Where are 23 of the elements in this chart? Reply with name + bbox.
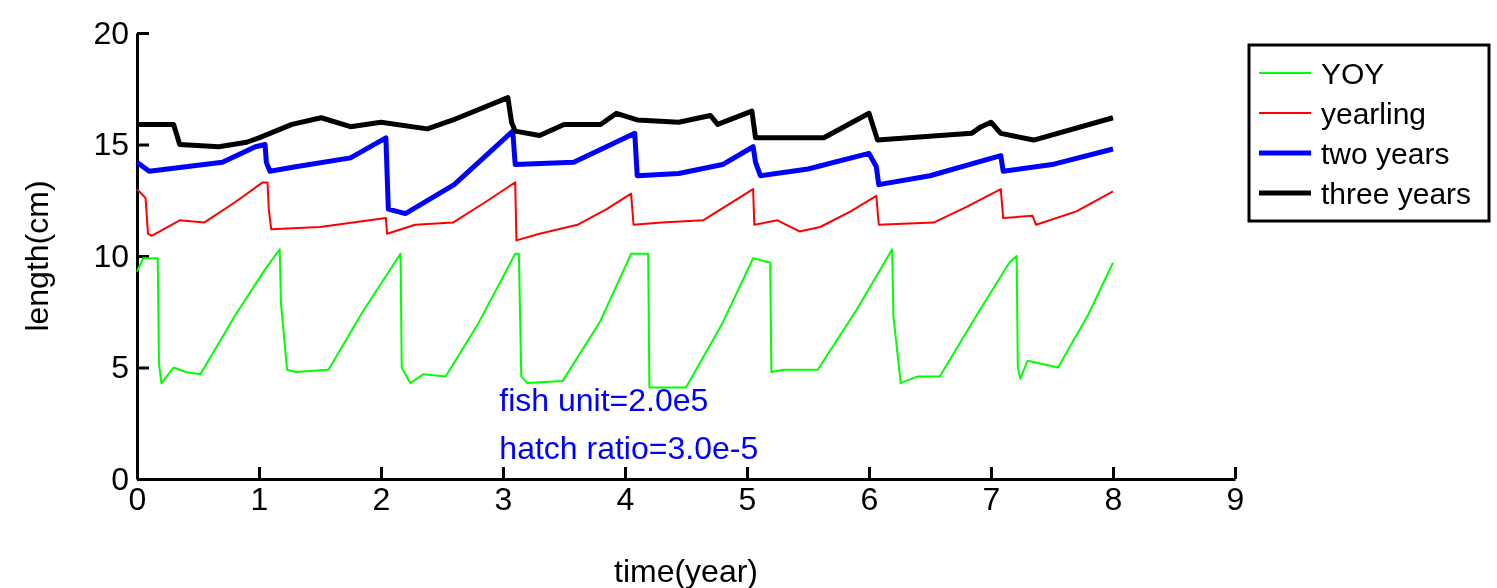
x-tick-label: 2 [372, 480, 391, 517]
y-tick-label: 10 [93, 237, 129, 274]
x-tick-label: 5 [738, 480, 757, 517]
x-tick-label: 3 [494, 480, 513, 517]
x-tick-label: 6 [860, 480, 879, 517]
annotation: fish unit=2.0e5 [499, 382, 709, 418]
x-tick-label: 4 [616, 480, 635, 517]
line-series [136, 248, 1114, 389]
x-tick-label: 7 [982, 480, 1001, 517]
x-axis-title: time(year) [613, 553, 759, 588]
legend-label: yearling [1321, 97, 1427, 130]
x-tick-label: 9 [1226, 480, 1245, 517]
legend-label: three years [1321, 177, 1472, 210]
x-tick-label: 1 [250, 480, 269, 517]
y-axis-title: length(cm) [19, 180, 55, 332]
y-tick-label: 20 [93, 14, 129, 51]
line-series [136, 181, 1114, 242]
legend-label: two years [1321, 137, 1450, 170]
annotation: hatch ratio=3.0e-5 [499, 430, 759, 466]
x-tick-label: 8 [1104, 480, 1123, 517]
y-tick-label: 15 [93, 126, 129, 163]
y-tick-label: 5 [111, 349, 129, 386]
legend-label: YOY [1321, 57, 1385, 90]
